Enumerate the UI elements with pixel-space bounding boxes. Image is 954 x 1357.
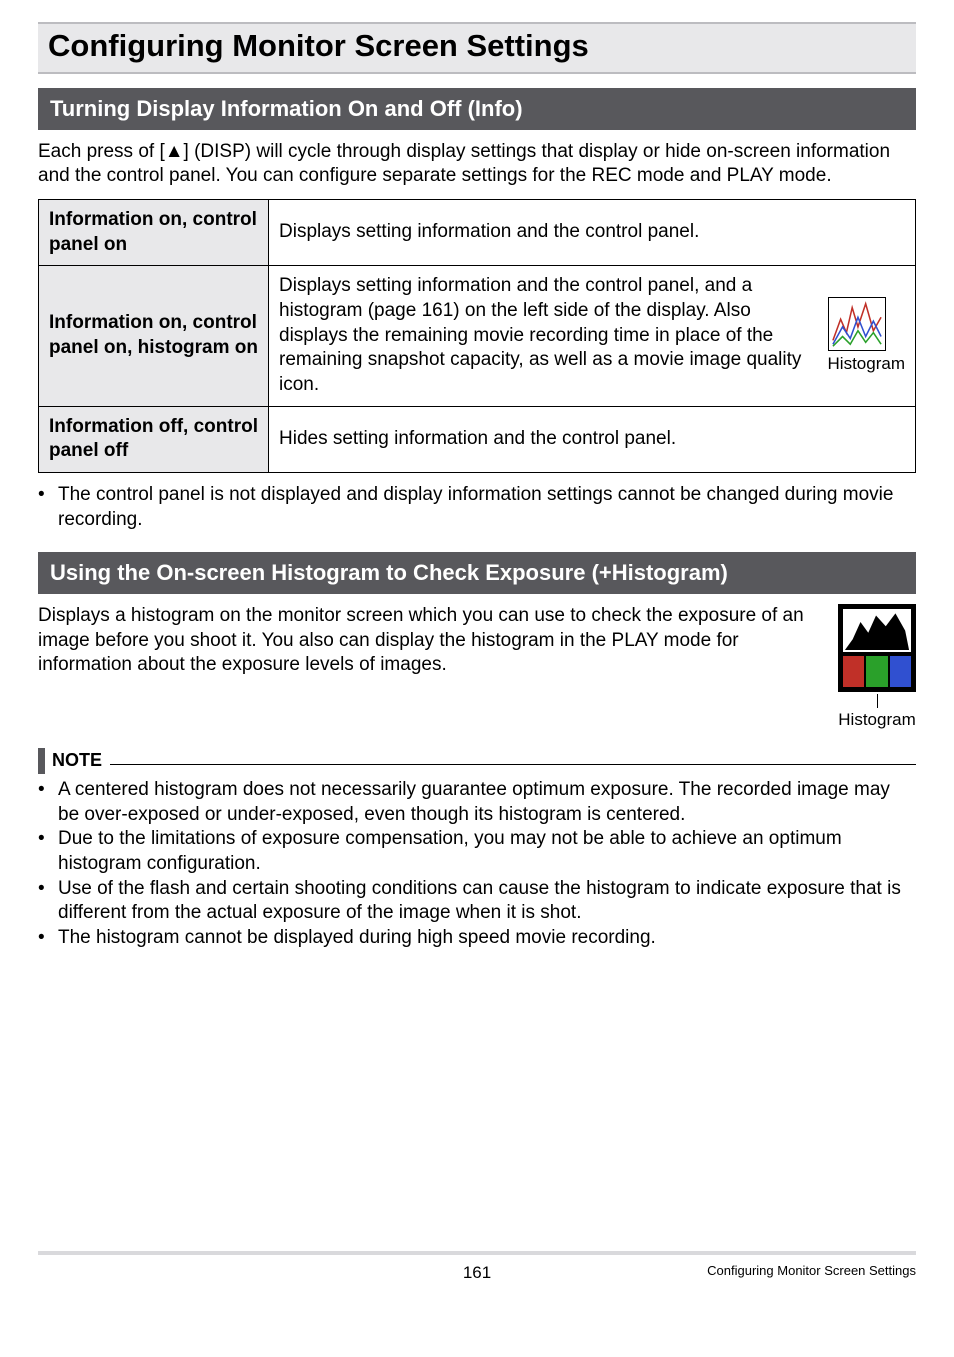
table-label: Information on, control panel on, histog… bbox=[39, 266, 269, 406]
table-label: Information on, control panel on bbox=[39, 199, 269, 265]
page-number: 161 bbox=[463, 1263, 491, 1283]
bullet-icon: • bbox=[38, 926, 58, 951]
note-label: NOTE bbox=[52, 750, 102, 771]
histogram-caption: Histogram bbox=[828, 354, 905, 373]
section-heading-1: Turning Display Information On and Off (… bbox=[38, 88, 916, 130]
bullet-text: Use of the flash and certain shooting co… bbox=[58, 877, 916, 926]
table-row: Information off, control panel off Hides… bbox=[39, 406, 916, 472]
footer-title: Configuring Monitor Screen Settings bbox=[707, 1263, 916, 1278]
bullet-text: A centered histogram does not necessaril… bbox=[58, 778, 916, 827]
note-bar-icon bbox=[38, 748, 45, 774]
histogram-large-icon bbox=[838, 604, 916, 692]
section2-bullets: • A centered histogram does not necessar… bbox=[38, 778, 916, 951]
section1-intro: Each press of [▲] (DISP) will cycle thro… bbox=[38, 140, 916, 189]
bullet-text: The control panel is not displayed and d… bbox=[58, 483, 916, 532]
table-desc: Displays setting information and the con… bbox=[269, 199, 916, 265]
bullet-icon: • bbox=[38, 483, 58, 532]
list-item: • Due to the limitations of exposure com… bbox=[38, 827, 916, 876]
note-header: NOTE bbox=[38, 748, 916, 774]
table-desc: Hides setting information and the contro… bbox=[269, 406, 916, 472]
table-desc: Displays setting information and the con… bbox=[269, 266, 916, 406]
table-row: Information on, control panel on, histog… bbox=[39, 266, 916, 406]
section2-intro: Displays a histogram on the monitor scre… bbox=[38, 604, 818, 678]
histogram-thumb: Histogram bbox=[828, 297, 905, 375]
bullet-text: Due to the limitations of exposure compe… bbox=[58, 827, 916, 876]
table-row: Information on, control panel on Display… bbox=[39, 199, 916, 265]
bullet-icon: • bbox=[38, 827, 58, 876]
section-heading-2: Using the On-screen Histogram to Check E… bbox=[38, 552, 916, 594]
histogram-icon bbox=[828, 297, 886, 351]
section1-bullets: • The control panel is not displayed and… bbox=[38, 483, 916, 532]
page-title: Configuring Monitor Screen Settings bbox=[48, 28, 906, 64]
bullet-icon: • bbox=[38, 877, 58, 926]
histogram-large-caption: Histogram bbox=[838, 710, 915, 729]
histogram-large-thumb: Histogram bbox=[838, 604, 916, 730]
table-desc-text: Displays setting information and the con… bbox=[279, 274, 820, 397]
bullet-icon: • bbox=[38, 778, 58, 827]
note-rule bbox=[110, 764, 916, 765]
list-item: • A centered histogram does not necessar… bbox=[38, 778, 916, 827]
list-item: • The histogram cannot be displayed duri… bbox=[38, 926, 916, 951]
list-item: • The control panel is not displayed and… bbox=[38, 483, 916, 532]
page-footer: 161 Configuring Monitor Screen Settings bbox=[38, 1251, 916, 1303]
list-item: • Use of the flash and certain shooting … bbox=[38, 877, 916, 926]
bullet-text: The histogram cannot be displayed during… bbox=[58, 926, 656, 951]
display-modes-table: Information on, control panel on Display… bbox=[38, 199, 916, 473]
table-label: Information off, control panel off bbox=[39, 406, 269, 472]
page-title-bar: Configuring Monitor Screen Settings bbox=[38, 22, 916, 74]
